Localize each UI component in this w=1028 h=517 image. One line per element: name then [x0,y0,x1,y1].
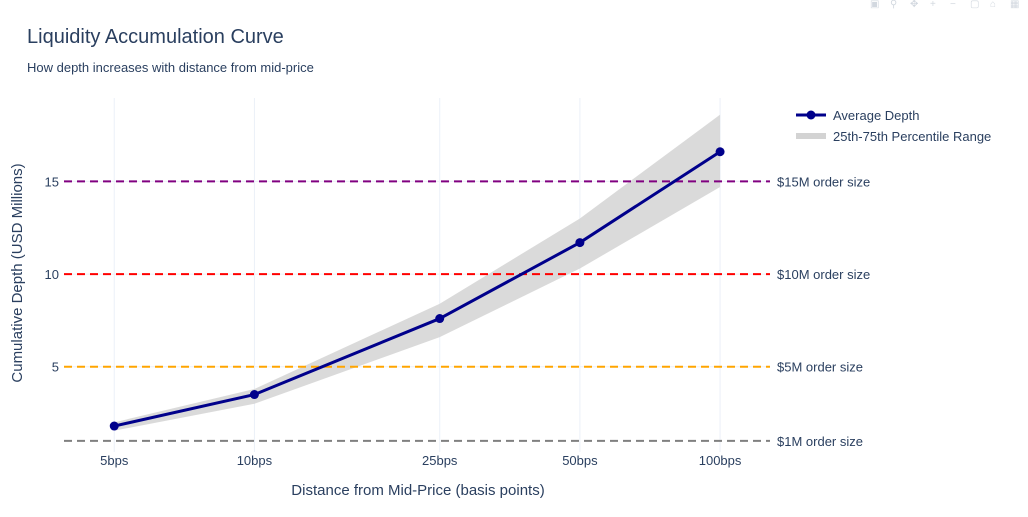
x-tick-label: 50bps [562,453,598,468]
x-tick-label: 5bps [100,453,129,468]
camera-icon[interactable]: ▣ [870,0,880,10]
average-depth-point [575,238,585,248]
x-axis-title: Distance from Mid-Price (basis points) [291,482,544,499]
zoom-out-icon[interactable]: − [950,0,956,10]
chart-title: Liquidity Accumulation Curve [27,26,284,48]
reference-lines-layer: $15M order size $10M order size $5M order … [64,174,870,449]
pan-icon[interactable]: ✥ [910,0,919,10]
x-tick-label: 25bps [422,453,458,468]
reference-line-label: $10M order size [777,267,870,282]
average-depth-point [109,421,119,431]
legend-label-average-depth[interactable]: Average Depth [833,108,920,123]
zoom-in-icon[interactable]: + [930,0,936,10]
average-depth-point [249,390,259,400]
y-tick-label: 10 [45,267,59,282]
y-tick-label: 15 [45,174,59,189]
y-tick-label: 5 [52,360,59,375]
chart-subtitle: How depth increases with distance from m… [27,60,314,75]
average-depth-point [715,147,725,157]
tick-labels-layer: 5bps 10bps 25bps 50bps 100bps 5 10 15 [45,174,742,468]
reference-line-label: $15M order size [777,174,870,189]
average-depth-point [435,314,445,324]
autoscale-icon[interactable]: ▢ [970,0,980,10]
reset-axes-icon[interactable]: ⌂ [990,0,997,10]
chart-modebar[interactable]: ▣ ⚲ ✥ + − ▢ ⌂ ▦ [870,0,1022,10]
zoom-icon[interactable]: ⚲ [890,0,898,10]
percentile-band-layer [114,114,721,431]
plotly-logo-icon[interactable]: ▦ [1010,0,1020,10]
legend-marker-average-depth [806,110,816,120]
percentile-band [114,114,721,431]
y-axis-title: Cumulative Depth (USD Millions) [9,163,26,382]
legend-label-percentile-range[interactable]: 25th-75th Percentile Range [833,129,991,144]
legend[interactable]: Average Depth 25th-75th Percentile Range [796,108,991,144]
average-depth-layer [109,147,725,431]
x-tick-label: 10bps [237,453,273,468]
reference-line-label: $5M order size [777,360,863,375]
x-tick-label: 100bps [699,453,742,468]
reference-line-label: $1M order size [777,434,863,449]
